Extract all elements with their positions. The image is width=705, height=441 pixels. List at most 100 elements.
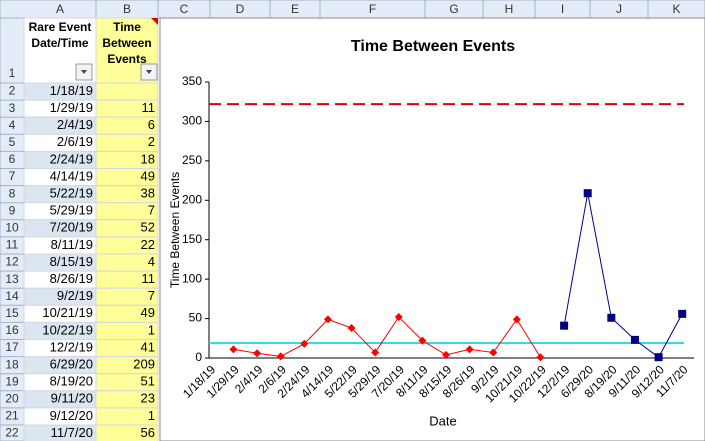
value-cell: 11 xyxy=(142,100,156,115)
value-cell: 49 xyxy=(141,305,155,320)
column-header: K xyxy=(672,2,680,16)
column-title: Time xyxy=(113,20,141,34)
date-cell: 10/22/19 xyxy=(42,322,93,337)
column-header-bar xyxy=(0,0,705,19)
column-header: B xyxy=(123,2,131,16)
value-cell: 23 xyxy=(141,391,155,406)
filter-arrow xyxy=(81,70,87,74)
value-cell: 4 xyxy=(148,254,155,269)
value-cell: 1 xyxy=(148,408,155,423)
date-cell: 9/11/20 xyxy=(51,391,93,406)
date-cell: 8/11/19 xyxy=(51,237,93,252)
cell-b xyxy=(95,424,159,441)
row-header: 5 xyxy=(9,135,16,149)
row-header: 19 xyxy=(5,374,19,388)
chart-area xyxy=(159,17,705,441)
series-line xyxy=(233,316,541,358)
marker xyxy=(678,309,687,318)
value-cell: 22 xyxy=(141,237,155,252)
marker xyxy=(583,189,592,198)
date-cell: 5/29/19 xyxy=(50,203,93,218)
row-header: 17 xyxy=(5,340,19,354)
date-cell: 9/2/19 xyxy=(57,288,93,303)
marker xyxy=(276,352,285,361)
value-cell: 38 xyxy=(141,186,155,201)
row-header: 11 xyxy=(6,238,19,252)
marker xyxy=(394,312,403,321)
row-header: 2 xyxy=(9,84,16,98)
date-cell: 2/6/19 xyxy=(57,134,93,149)
marker xyxy=(489,348,498,357)
value-cell: 7 xyxy=(148,203,155,218)
filter-arrow xyxy=(146,70,152,74)
date-cell: 7/20/19 xyxy=(50,220,93,235)
y-tick-label: 250 xyxy=(182,153,202,167)
column-title: Events xyxy=(107,52,147,66)
value-cell: 51 xyxy=(141,374,155,389)
y-tick-label: 300 xyxy=(182,114,202,128)
row-header: 12 xyxy=(5,255,19,269)
row-header: 1 xyxy=(9,66,16,80)
row-header: 13 xyxy=(5,272,19,286)
column-header: A xyxy=(56,2,64,16)
y-axis-label: Time Between Events xyxy=(168,172,182,288)
value-cell: 6 xyxy=(148,117,155,132)
value-cell: 18 xyxy=(141,151,155,166)
marker xyxy=(253,349,262,358)
column-header: E xyxy=(291,2,299,16)
date-cell: 4/14/19 xyxy=(50,168,93,183)
marker xyxy=(442,350,450,359)
row-header: 6 xyxy=(9,152,16,166)
column-title: Date/Time xyxy=(31,36,88,50)
series-line xyxy=(563,193,683,358)
marker xyxy=(300,339,309,348)
column-header: D xyxy=(236,2,245,16)
marker xyxy=(229,345,238,354)
column-title: Rare Event xyxy=(29,20,92,34)
row-header-bar xyxy=(0,17,25,441)
row-header: 4 xyxy=(9,118,16,132)
date-cell: 5/22/19 xyxy=(50,186,93,201)
column-header: H xyxy=(505,2,514,16)
value-cell: 41 xyxy=(141,339,155,354)
column-header: C xyxy=(180,2,189,16)
date-cell: 10/21/19 xyxy=(42,305,93,320)
y-tick-label: 50 xyxy=(189,311,203,325)
row-header: 10 xyxy=(5,220,19,234)
value-cell: 49 xyxy=(141,168,155,183)
date-cell: 2/4/19 xyxy=(57,117,93,132)
comment-indicator xyxy=(151,18,158,25)
date-cell: 6/29/20 xyxy=(50,357,93,372)
y-tick-label: 350 xyxy=(182,74,202,88)
date-cell: 8/19/20 xyxy=(50,374,93,389)
marker xyxy=(654,353,663,362)
date-cell: 1/29/19 xyxy=(50,100,93,115)
date-cell: 1/18/19 xyxy=(50,83,93,98)
row-header: 7 xyxy=(9,169,16,183)
column-header: J xyxy=(616,2,622,16)
value-cell: 2 xyxy=(148,134,155,149)
date-cell: 8/26/19 xyxy=(50,271,93,286)
marker xyxy=(347,324,356,333)
column-header: F xyxy=(369,2,376,16)
value-cell: 11 xyxy=(142,271,156,286)
marker xyxy=(465,345,474,354)
y-tick-label: 0 xyxy=(195,350,202,364)
row-header: 18 xyxy=(5,357,19,371)
row-header: 20 xyxy=(5,391,19,405)
marker xyxy=(536,353,545,362)
value-cell: 52 xyxy=(141,220,155,235)
row-header: 21 xyxy=(5,409,19,423)
marker xyxy=(418,336,427,345)
x-axis-label: Date xyxy=(429,413,456,428)
row-header: 9 xyxy=(9,203,16,217)
column-header: G xyxy=(449,2,458,16)
cell-b xyxy=(95,82,159,101)
marker xyxy=(512,315,521,324)
y-tick-label: 200 xyxy=(182,192,202,206)
marker xyxy=(371,348,380,357)
row-header: 15 xyxy=(5,306,19,320)
row-header: 8 xyxy=(9,186,16,200)
marker xyxy=(323,315,332,324)
